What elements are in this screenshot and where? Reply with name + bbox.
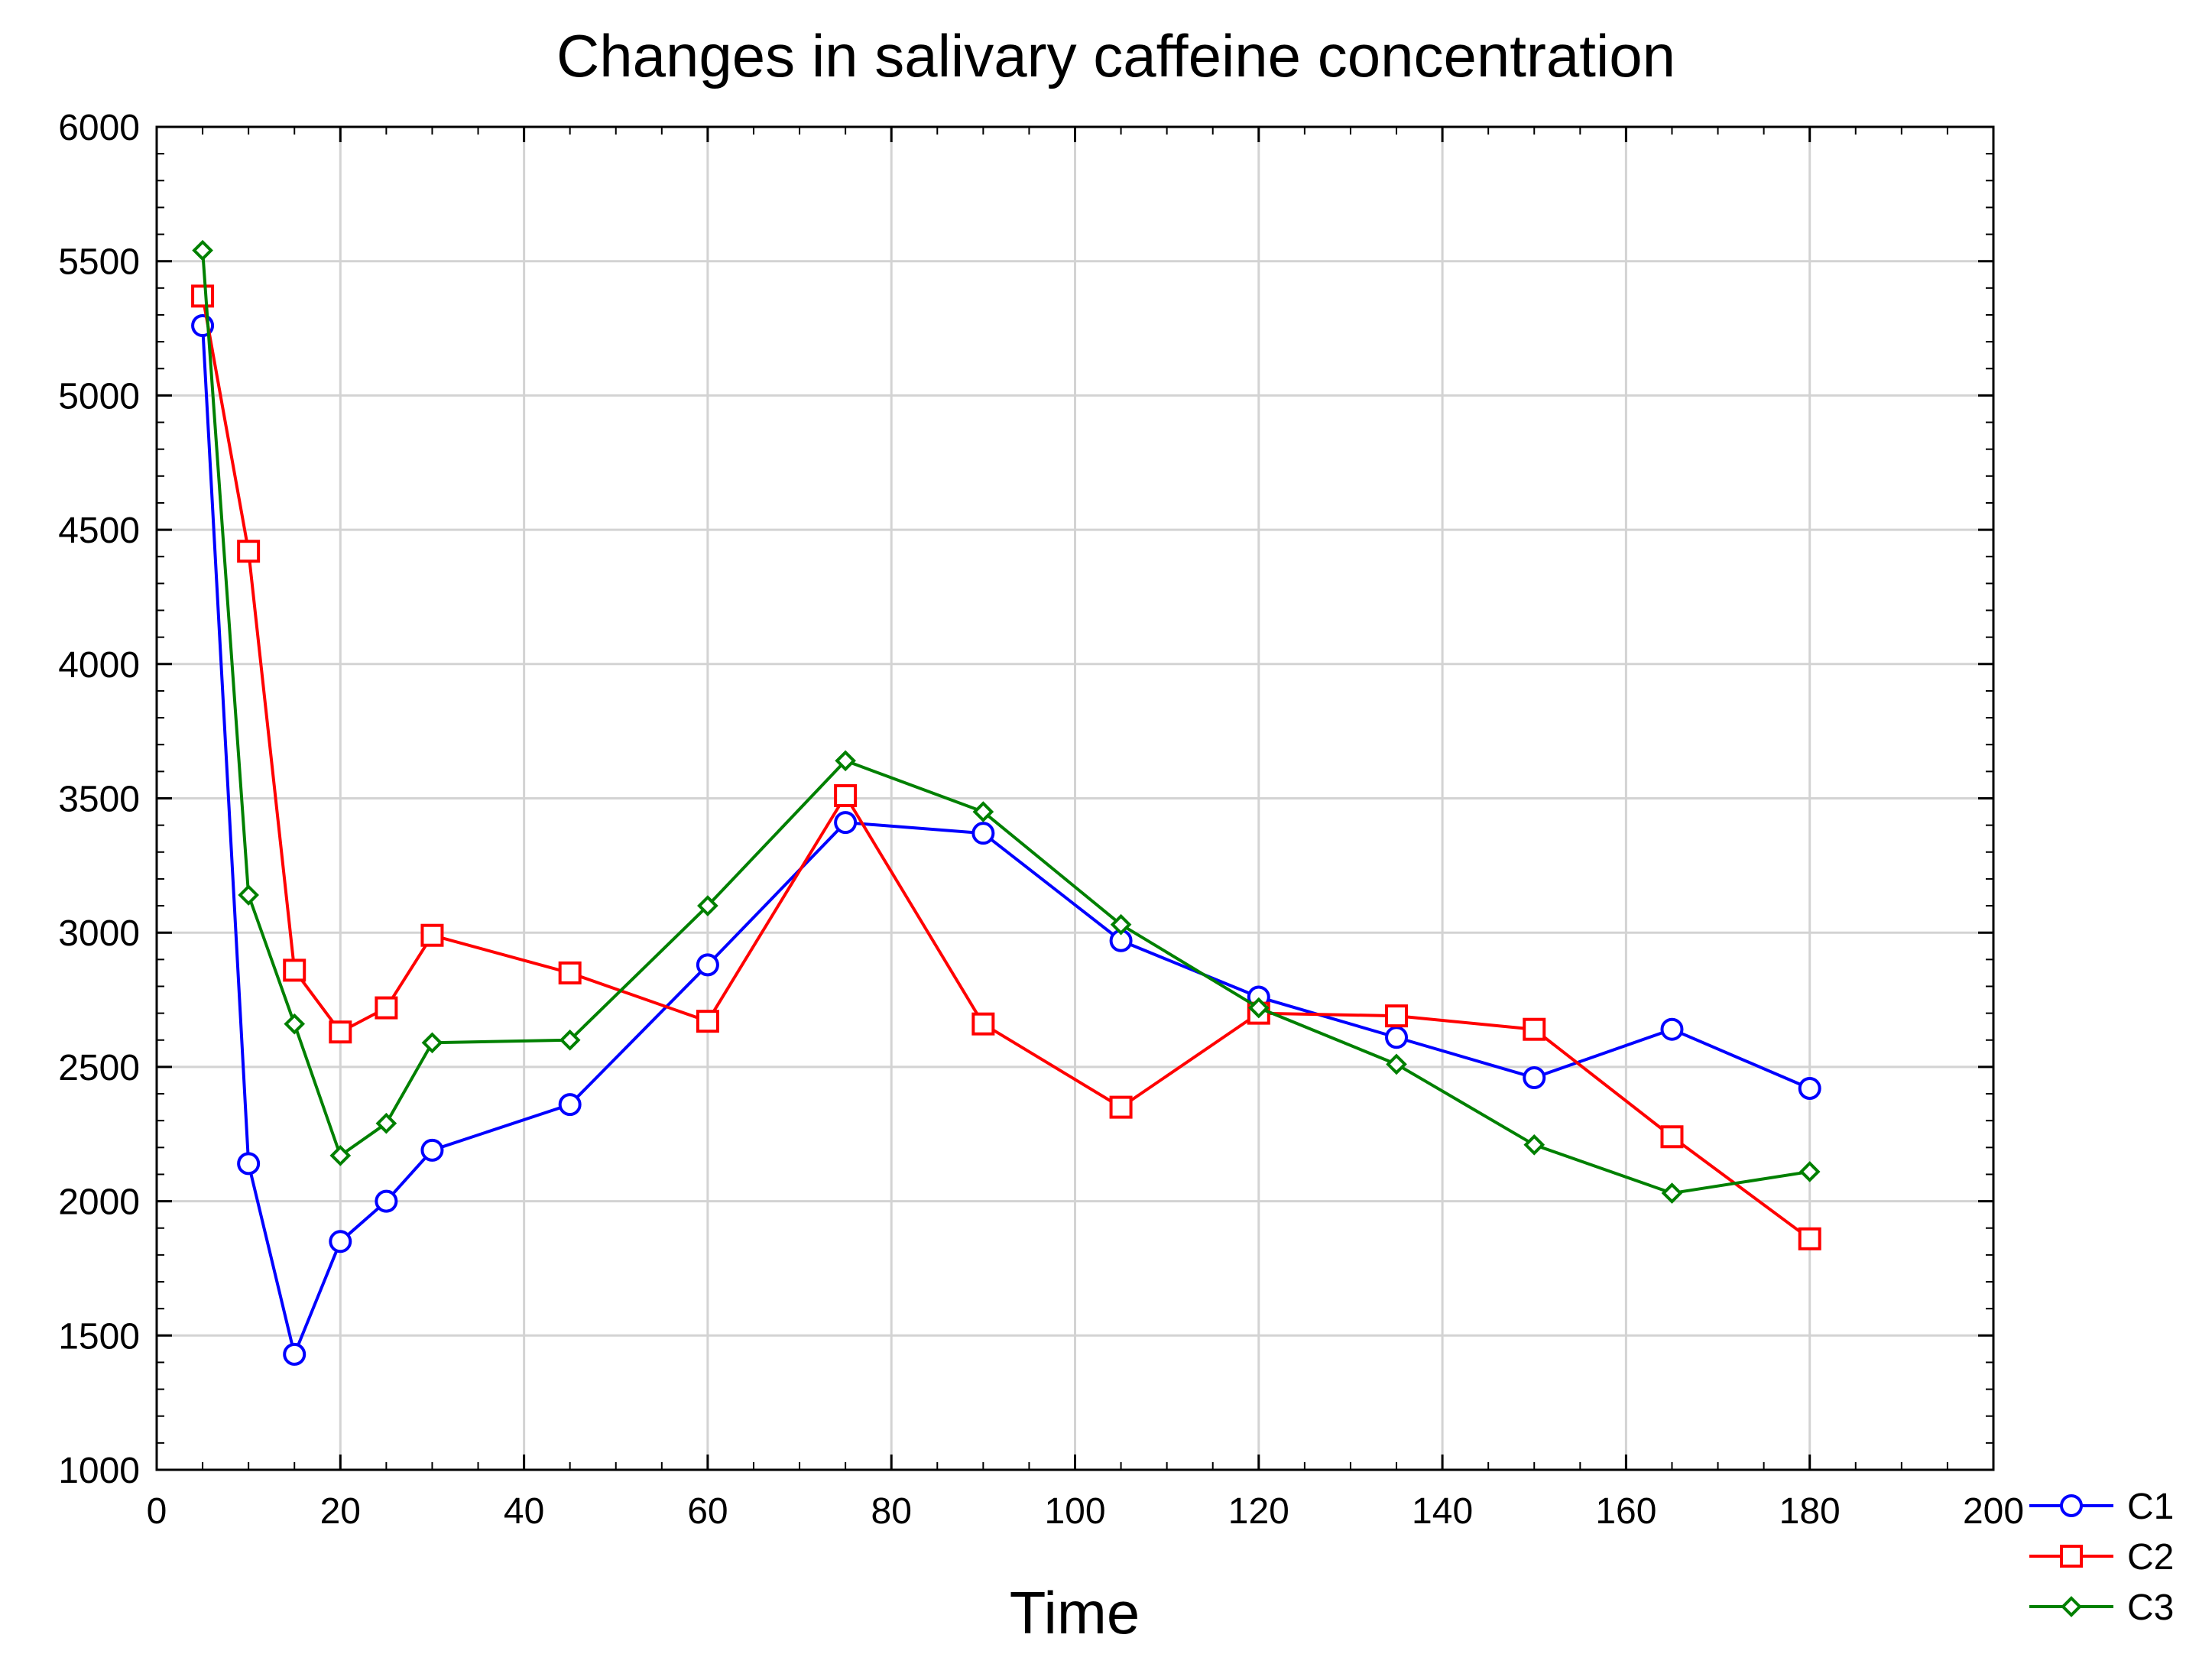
- x-tick-label: 120: [1228, 1491, 1289, 1532]
- data-point-c3: [1661, 1182, 1683, 1204]
- legend-item-c2[interactable]: C2: [2029, 1537, 2174, 1578]
- x-tick-label: 100: [1044, 1491, 1105, 1532]
- x-tick-label: 60: [687, 1491, 728, 1532]
- data-point-c2: [191, 284, 215, 308]
- data-point-c2: [696, 1010, 719, 1033]
- x-tick-label: 0: [147, 1491, 167, 1532]
- data-point-c3: [421, 1032, 443, 1054]
- legend-label: C1: [2127, 1487, 2174, 1527]
- data-point-c2: [1798, 1227, 1821, 1250]
- axis-ticks: 0 20 40 60 80 100 120 140 160 180 200 1000 1500 2000 2…: [58, 108, 2024, 1532]
- data-point-c3: [192, 239, 213, 261]
- x-tick-label: 40: [504, 1491, 544, 1532]
- y-tick-label: 3500: [58, 780, 140, 820]
- y-tick-label: 2500: [58, 1048, 140, 1088]
- data-point-c1: [283, 1342, 307, 1366]
- legend-item-c3[interactable]: C3: [2029, 1588, 2174, 1628]
- series-line-c2: [201, 296, 1811, 1241]
- data-point-c3: [329, 1145, 352, 1166]
- legend-label: C3: [2127, 1588, 2174, 1628]
- data-point-c3: [835, 750, 856, 772]
- data-point-c1: [1798, 1077, 1821, 1101]
- y-tick-label: 1500: [58, 1316, 140, 1357]
- y-tick-label: 2000: [58, 1182, 140, 1223]
- y-tick-label: 6000: [58, 108, 140, 148]
- data-point-c1: [375, 1189, 398, 1213]
- grid: [157, 127, 1993, 1470]
- x-axis-title: Time: [1010, 1579, 1140, 1646]
- data-point-c1: [558, 1093, 582, 1117]
- data-point-c3: [559, 1029, 581, 1051]
- data-point-c1: [1523, 1065, 1546, 1089]
- data-point-c2: [1660, 1125, 1684, 1149]
- data-point-c1: [237, 1152, 261, 1176]
- y-tick-label: 4500: [58, 511, 140, 551]
- data-point-c3: [1386, 1053, 1407, 1075]
- series-c1: [191, 314, 1821, 1366]
- data-point-c1: [971, 822, 995, 845]
- data-point-c2: [237, 540, 261, 563]
- data-point-c1: [834, 811, 858, 835]
- series-c2: [191, 284, 1821, 1250]
- x-tick-label: 200: [1963, 1491, 2024, 1532]
- data-point-c3: [972, 801, 994, 822]
- data-point-c1: [1660, 1017, 1684, 1041]
- legend-swatch-marker: [2060, 1494, 2083, 1517]
- data-point-c2: [971, 1012, 995, 1036]
- series-line-c3: [201, 250, 1811, 1195]
- data-point-c2: [1523, 1017, 1546, 1041]
- x-tick-label: 20: [320, 1491, 361, 1532]
- y-tick-label: 4000: [58, 645, 140, 686]
- y-tick-label: 5000: [58, 376, 140, 417]
- data-point-c2: [375, 996, 398, 1020]
- data-point-c2: [558, 961, 582, 984]
- y-tick-label: 1000: [58, 1451, 140, 1491]
- series-layer: [191, 239, 1821, 1366]
- data-point-c3: [1523, 1133, 1545, 1156]
- data-point-c2: [1385, 1004, 1409, 1028]
- legend-item-c1[interactable]: C1: [2029, 1487, 2174, 1527]
- data-point-c1: [420, 1138, 444, 1162]
- legend[interactable]: C1 C2 C3: [2029, 1487, 2174, 1628]
- series-line-c1: [201, 325, 1811, 1356]
- chart-title: Changes in salivary caffeine concentrati…: [556, 22, 1675, 89]
- data-point-c3: [1798, 1161, 1821, 1182]
- data-point-c2: [1109, 1095, 1133, 1119]
- data-point-c2: [420, 923, 444, 947]
- legend-swatch-marker: [2061, 1596, 2082, 1617]
- y-tick-label: 5500: [58, 242, 140, 283]
- y-tick-label: 3000: [58, 913, 140, 954]
- data-point-c3: [375, 1112, 397, 1134]
- x-tick-label: 160: [1595, 1491, 1656, 1532]
- data-point-c1: [696, 953, 719, 977]
- x-tick-label: 80: [871, 1491, 912, 1532]
- data-point-c3: [1110, 913, 1132, 936]
- data-point-c2: [834, 783, 858, 807]
- data-point-c1: [1385, 1026, 1409, 1049]
- x-tick-label: 140: [1412, 1491, 1473, 1532]
- series-c3: [192, 239, 1821, 1204]
- data-point-c2: [329, 1020, 352, 1044]
- data-point-c3: [284, 1013, 306, 1035]
- data-point-c3: [1247, 997, 1270, 1019]
- legend-swatch-marker: [2060, 1545, 2083, 1568]
- x-tick-label: 180: [1779, 1491, 1841, 1532]
- data-point-c3: [697, 895, 718, 916]
- data-point-c3: [238, 884, 259, 906]
- legend-label: C2: [2127, 1537, 2174, 1578]
- data-point-c1: [329, 1230, 352, 1253]
- data-point-c2: [283, 958, 307, 982]
